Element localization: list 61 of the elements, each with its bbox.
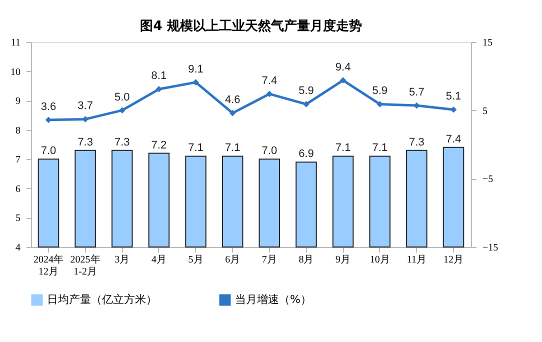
data-label: 4.6 (224, 94, 240, 106)
data-label: 7.3 (409, 136, 424, 148)
x-tick-label: 2025年 1-2月 (70, 254, 100, 278)
data-label: 7.1 (335, 142, 351, 154)
point (118, 107, 126, 114)
x-tick-label: 10月 (370, 254, 390, 266)
data-label: 5.9 (372, 85, 388, 98)
y-tick-label: 5 (16, 213, 20, 224)
x-tick-label: 3月 (114, 254, 130, 266)
chart-title: 图4 规模以上工业天然气产量月度走势 (140, 18, 362, 34)
data-label: 7.0 (262, 145, 278, 158)
data-label: 7.1 (224, 142, 240, 154)
y-tick-label: 11 (10, 38, 20, 48)
x-tick-label: 6月 (225, 254, 240, 266)
data-label: 9.1 (188, 63, 204, 76)
data-label: 5.7 (409, 86, 424, 99)
data-label: 7.3 (114, 136, 130, 148)
data-label: 7.4 (262, 74, 278, 87)
data-label: 7.2 (151, 139, 167, 152)
data-label: 7.4 (446, 133, 462, 146)
y-tick-label: 8 (16, 125, 20, 136)
data-label: 9.4 (335, 61, 351, 74)
point (340, 77, 346, 84)
point (156, 86, 162, 92)
point (229, 110, 236, 116)
y-tick-label: 10 (10, 66, 20, 78)
data-label: 6.9 (298, 148, 314, 160)
point (450, 106, 457, 113)
x-tick-label: 8月 (298, 254, 314, 266)
data-label: 3.6 (40, 100, 56, 113)
y2-tick-label: 15 (482, 38, 492, 48)
data-label: 3.7 (78, 100, 93, 112)
legend-label: 日均产量（亿立方米） (47, 293, 157, 306)
x-tick-label: 9月 (336, 254, 351, 266)
data-label: 5.0 (114, 91, 130, 104)
y2-tick-label: 5 (482, 106, 488, 117)
y-tick-label: 7 (16, 154, 20, 166)
point (414, 102, 420, 109)
x-tick-label: 4月 (151, 254, 166, 266)
y2-tick-label: −5 (482, 174, 494, 186)
data-label: 8.1 (151, 70, 167, 82)
point (192, 79, 199, 86)
point (303, 101, 310, 108)
x-tick-label: 12月 (444, 254, 464, 266)
data-label: 7.1 (188, 142, 204, 154)
x-tick-label: 11月 (406, 254, 427, 266)
x-tick-label: 2024年 12月 (33, 254, 64, 278)
data-label: 7.0 (40, 145, 56, 158)
x-tick-label: 7月 (262, 254, 277, 266)
data-label: 5.1 (446, 90, 462, 103)
point (266, 90, 273, 98)
y2-tick-label: −15 (482, 242, 498, 254)
y-tick-label: 4 (16, 242, 20, 254)
y-tick-label: 6 (16, 184, 20, 195)
data-label: 7.1 (372, 142, 388, 154)
data-label: 5.9 (298, 85, 314, 98)
point (376, 101, 384, 108)
x-tick-label: 5月 (188, 254, 204, 266)
legend-label: 当月增速（%） (235, 293, 312, 306)
data-label: 7.3 (78, 136, 93, 148)
y-tick-label: 9 (16, 96, 20, 108)
